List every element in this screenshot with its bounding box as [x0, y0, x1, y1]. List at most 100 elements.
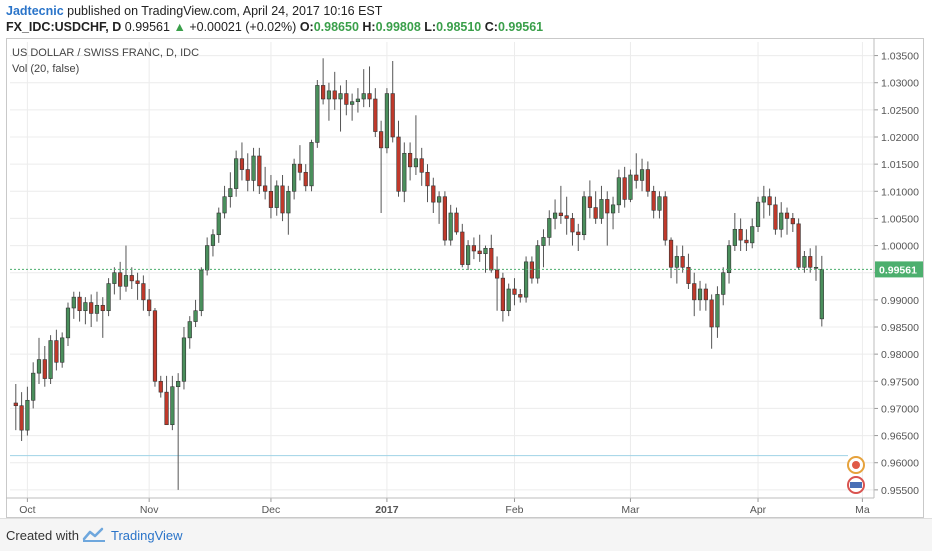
- candle-body: [819, 269, 824, 320]
- candle-body: [257, 155, 262, 187]
- candle-body: [668, 239, 674, 268]
- author-name[interactable]: Jadtecnic: [6, 4, 64, 18]
- y-tick-label: 1.00000: [881, 241, 919, 253]
- high-label: H:: [362, 20, 376, 34]
- candle-body: [483, 247, 488, 255]
- candle-body: [518, 294, 523, 298]
- candle-body: [135, 280, 140, 284]
- y-tick-label: 0.96500: [881, 431, 919, 443]
- y-tick-label: 1.01000: [881, 186, 919, 198]
- candle-body: [292, 163, 297, 192]
- candle-body: [303, 171, 308, 187]
- candle-body: [199, 269, 204, 312]
- candle-body: [715, 294, 720, 328]
- y-tick-label: 1.00500: [881, 213, 919, 225]
- candle-body: [315, 85, 320, 143]
- tradingview-logo-icon[interactable]: [82, 527, 106, 543]
- candle-body: [802, 256, 807, 268]
- candle-body: [48, 340, 53, 379]
- candle-body: [309, 142, 314, 187]
- candle-body: [19, 405, 24, 431]
- candle-body: [263, 185, 268, 192]
- price-change: +0.00021 (+0.02%): [189, 20, 297, 34]
- low-label: L:: [424, 20, 437, 34]
- event-marker-dot-icon: [852, 461, 860, 469]
- candle-body: [216, 212, 221, 236]
- candle-body: [100, 304, 105, 312]
- candle-body: [118, 272, 123, 287]
- candle-body: [176, 380, 181, 388]
- candle-body: [152, 310, 158, 382]
- y-tick-label: 1.02000: [881, 132, 919, 144]
- candle-body: [442, 196, 447, 241]
- candle-body: [767, 196, 772, 206]
- candle-body: [379, 131, 384, 149]
- ohlc-line: FX_IDC:USDCHF, D 0.99561 ▲ +0.00021 (+0.…: [6, 20, 543, 34]
- x-tick-label: Dec: [262, 504, 281, 516]
- candle-body: [477, 250, 482, 255]
- candle-body: [605, 199, 610, 214]
- candle-body: [332, 90, 337, 100]
- candle-body: [558, 212, 563, 217]
- candle-body: [552, 212, 558, 219]
- y-tick-label: 0.98500: [881, 322, 919, 334]
- candle-body: [593, 207, 598, 219]
- candle-body: [13, 402, 18, 407]
- up-arrow-icon: ▲: [173, 20, 186, 34]
- candle-body: [761, 196, 766, 203]
- candle-body: [465, 245, 471, 265]
- candle-body: [581, 196, 587, 236]
- candle-body: [622, 177, 627, 200]
- x-tick-label: Mar: [621, 504, 640, 516]
- candle-body: [419, 158, 424, 173]
- candle-body: [321, 85, 326, 100]
- candle-body: [147, 299, 152, 312]
- candle-body: [750, 226, 755, 244]
- candle-body: [297, 163, 303, 173]
- candle-body: [193, 310, 198, 322]
- low-value: 0.98510: [436, 20, 482, 34]
- candle-body: [222, 196, 227, 214]
- candlestick-chart[interactable]: 1.03500 1.03000 1.02500 1.02000 1.01500 1.010…: [6, 38, 924, 518]
- candle-body: [350, 101, 355, 105]
- chart-frame: [6, 38, 924, 518]
- candle-body: [535, 245, 540, 279]
- candle-body: [639, 169, 645, 181]
- tradingview-brand[interactable]: TradingView: [111, 528, 183, 543]
- candle-body: [245, 169, 250, 181]
- high-value: 0.99808: [375, 20, 421, 34]
- candle-body: [36, 359, 42, 374]
- candle-body: [651, 190, 656, 211]
- publish-info: published on TradingView.com, April 24, …: [67, 4, 383, 18]
- candle-body: [396, 136, 401, 192]
- candle-body: [141, 283, 146, 301]
- y-tick-label: 1.02500: [881, 105, 919, 117]
- candle-body: [541, 237, 546, 246]
- candle-body: [187, 321, 192, 339]
- candle-body: [564, 215, 569, 219]
- y-tick-label: 1.03000: [881, 78, 919, 90]
- candle-body: [755, 201, 761, 227]
- y-tick-label: 0.95500: [881, 485, 919, 497]
- candle-body: [106, 283, 111, 312]
- candle-body: [547, 218, 552, 238]
- candle-body: [384, 93, 390, 149]
- candle-body: [674, 256, 679, 268]
- candle-body: [129, 275, 134, 282]
- candle-body: [721, 272, 726, 295]
- candle-body: [60, 337, 65, 363]
- y-tick-label: 1.01500: [881, 159, 919, 171]
- candle-body: [239, 158, 245, 170]
- candle-body: [709, 299, 714, 328]
- candle-body: [210, 234, 216, 246]
- candle-body: [344, 93, 349, 105]
- candle-body: [205, 245, 210, 271]
- candle-body: [738, 228, 743, 241]
- candle-body: [280, 185, 285, 214]
- close-label: C:: [484, 20, 498, 34]
- candle-body: [657, 196, 662, 211]
- candle-body: [83, 302, 88, 312]
- candle-body: [692, 283, 697, 301]
- candle-body: [164, 391, 169, 426]
- candle-body: [448, 212, 453, 241]
